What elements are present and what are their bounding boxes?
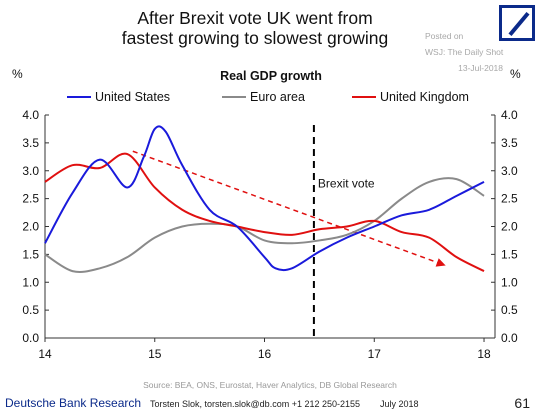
title-line-2: fastest growing to slowest growing <box>121 28 389 48</box>
y-tick-label-right: 2.0 <box>501 220 518 234</box>
series-line-united-states <box>44 125 485 272</box>
x-tick-label: 14 <box>38 347 52 361</box>
y-axis-label-left: % <box>12 67 23 81</box>
x-ticks: 14 15 16 17 18 <box>38 338 491 361</box>
watermark-line-3: 13-Jul-2018 <box>458 63 503 73</box>
x-tick-label: 17 <box>368 347 382 361</box>
trend-arrow-head <box>435 258 446 267</box>
y-tick-label-right: 0.5 <box>501 303 518 317</box>
y-tick-label-right: 4.0 <box>501 108 518 122</box>
watermark: Posted on WSJ: The Daily Shot 13-Jul-201… <box>425 28 525 76</box>
deutsche-bank-logo-icon <box>499 5 535 41</box>
legend: United States Euro area United Kingdom <box>67 90 469 104</box>
y-tick-label-left: 3.5 <box>22 136 39 150</box>
y-tick-label-left: 0.0 <box>22 331 39 345</box>
chart-title: Real GDP growth <box>220 69 322 83</box>
y-tick-label-left: 1.5 <box>22 247 39 261</box>
y-tick-label-right: 1.5 <box>501 247 518 261</box>
series-line-united-kingdom <box>44 152 485 272</box>
y-tick-label-right: 0.0 <box>501 331 518 345</box>
legend-label-united-kingdom: United Kingdom <box>380 90 469 104</box>
brexit-vote-label: Brexit vote <box>318 177 375 191</box>
y-tick-label-left: 2.0 <box>22 220 39 234</box>
x-tick-label: 15 <box>148 347 162 361</box>
x-tick-label: 18 <box>477 347 491 361</box>
y-axis-label-right: % <box>510 67 521 81</box>
plot-area <box>44 115 496 339</box>
watermark-line-2: WSJ: The Daily Shot <box>425 47 504 57</box>
series-line-euro-area <box>44 177 485 273</box>
x-tick-label: 16 <box>258 347 272 361</box>
page-title: After Brexit vote UK went from fastest g… <box>90 8 420 48</box>
y-tick-label-right: 3.0 <box>501 164 518 178</box>
y-tick-label-left: 1.0 <box>22 275 39 289</box>
page-number: 61 <box>514 395 530 411</box>
y-ticks: 0.0 0.0 0.5 0.5 1.0 1.0 1.5 1.5 2.0 2.0 2.5 2.5 3.0 3… <box>22 108 518 345</box>
source-note: Source: BEA, ONS, Eurostat, Haver Analyt… <box>143 380 397 390</box>
y-tick-label-left: 0.5 <box>22 303 39 317</box>
y-tick-label-right: 1.0 <box>501 275 518 289</box>
legend-label-united-states: United States <box>95 90 170 104</box>
y-tick-label-left: 4.0 <box>22 108 39 122</box>
series-lines <box>44 125 485 273</box>
footer-brand: Deutsche Bank Research <box>5 396 142 410</box>
brexit-vote-label-bg <box>315 174 388 191</box>
y-tick-label-left: 2.5 <box>22 192 39 206</box>
y-tick-label-left: 3.0 <box>22 164 39 178</box>
y-tick-label-right: 2.5 <box>501 192 518 206</box>
watermark-line-1: Posted on <box>425 31 464 41</box>
y-tick-label-right: 3.5 <box>501 136 518 150</box>
footer-author: Torsten Slok, torsten.slok@db.com +1 212… <box>150 399 361 409</box>
title-line-1: After Brexit vote UK went from <box>137 8 373 28</box>
footer-date: July 2018 <box>380 399 419 409</box>
legend-label-euro-area: Euro area <box>250 90 305 104</box>
